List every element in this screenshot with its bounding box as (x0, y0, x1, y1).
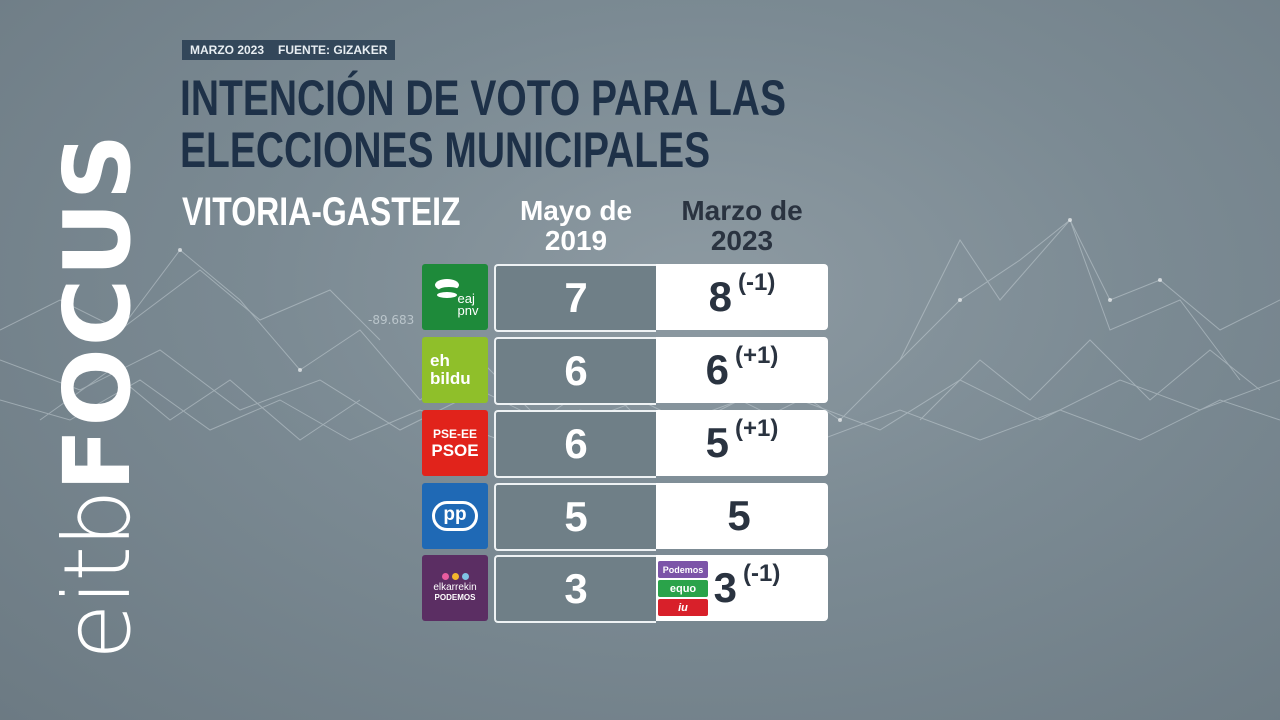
seats-2019: 6 (494, 410, 656, 478)
seats-2019: 5 (494, 483, 656, 551)
podemos-badge: Podemos (658, 561, 708, 578)
pnv-logo-line2: pnv (457, 303, 479, 318)
seats-2023-value: 3 (713, 564, 738, 611)
page-title: INTENCIÓN DE VOTO PARA LAS ELECCIONES MU… (180, 70, 786, 178)
psoe-logo-line2: PSOE (431, 441, 479, 460)
table-row: eh bildu 6 6 (+1) (422, 337, 830, 405)
column-header-2019: Mayo de 2019 (519, 195, 633, 256)
background-number-label: -89.683 (368, 313, 415, 327)
elkarrekin-logo-line2: PODEMOS (434, 593, 476, 602)
bildu-logo-line1: eh (430, 351, 450, 370)
table-row: pp 5 5 (422, 483, 830, 551)
table-row: eaj pnv 7 8 (-1) (422, 264, 830, 332)
seats-2023-value: 8 (708, 273, 733, 320)
seats-change: (+1) (735, 342, 779, 369)
date-label: MARZO 2023 (190, 43, 265, 57)
focus-logo-text: FOCUS (44, 131, 151, 492)
seats-change: (+1) (735, 415, 779, 442)
column-header-2023: Marzo de 2023 (681, 195, 803, 256)
bildu-logo: eh bildu (422, 337, 488, 403)
iu-badge: iu (658, 599, 708, 616)
seats-2023: 8 (-1) (656, 264, 828, 330)
seats-2023-value: 5 (705, 419, 729, 466)
seats-2019: 6 (494, 337, 656, 405)
seats-2019: 7 (494, 264, 656, 332)
pnv-leaf-icon (435, 279, 460, 298)
seats-change: (-1) (743, 560, 781, 587)
pnv-logo-line1: eaj (457, 291, 475, 306)
eitb-logo-text: eitb (44, 491, 151, 660)
pp-logo-text: pp (443, 503, 467, 525)
elkarrekin-logo: elkarrekin PODEMOS (422, 555, 488, 621)
seats-2023-value: 5 (727, 492, 751, 539)
city-subtitle: VITORIA-GASTEIZ (182, 190, 461, 234)
seats-change: (-1) (738, 269, 776, 296)
seats-2023: 6 (+1) (656, 337, 828, 403)
seats-2023-value: 6 (705, 346, 729, 393)
psoe-logo-line1: PSE-EE (432, 427, 477, 441)
pnv-logo: eaj pnv (422, 264, 488, 330)
elkarrekin-logo-line1: elkarrekin (433, 582, 477, 593)
equo-badge: equo (658, 580, 708, 597)
seats-2019: 3 (494, 555, 656, 623)
pp-logo-ring: pp (432, 501, 478, 531)
eitb-focus-logo: eitbFOCUS (44, 132, 151, 660)
table-row: PSE-EE PSOE 6 5 (+1) (422, 410, 830, 478)
seats-2023: Podemos equo iu 3 (-1) (656, 555, 828, 621)
seats-2023: 5 (656, 483, 828, 549)
psoe-logo: PSE-EE PSOE (422, 410, 488, 476)
source-tag: MARZO 2023 FUENTE: GIZAKER (182, 40, 396, 60)
source-label: FUENTE: GIZAKER (278, 43, 388, 57)
elkarrekin-dots-icon (441, 573, 469, 580)
coalition-badges: Podemos equo iu (658, 561, 708, 616)
pp-logo: pp (422, 483, 488, 549)
bildu-logo-line2: bildu (430, 369, 471, 388)
table-row: elkarrekin PODEMOS 3 Podemos equo iu 3 (… (422, 555, 830, 623)
seats-2023: 5 (+1) (656, 410, 828, 476)
